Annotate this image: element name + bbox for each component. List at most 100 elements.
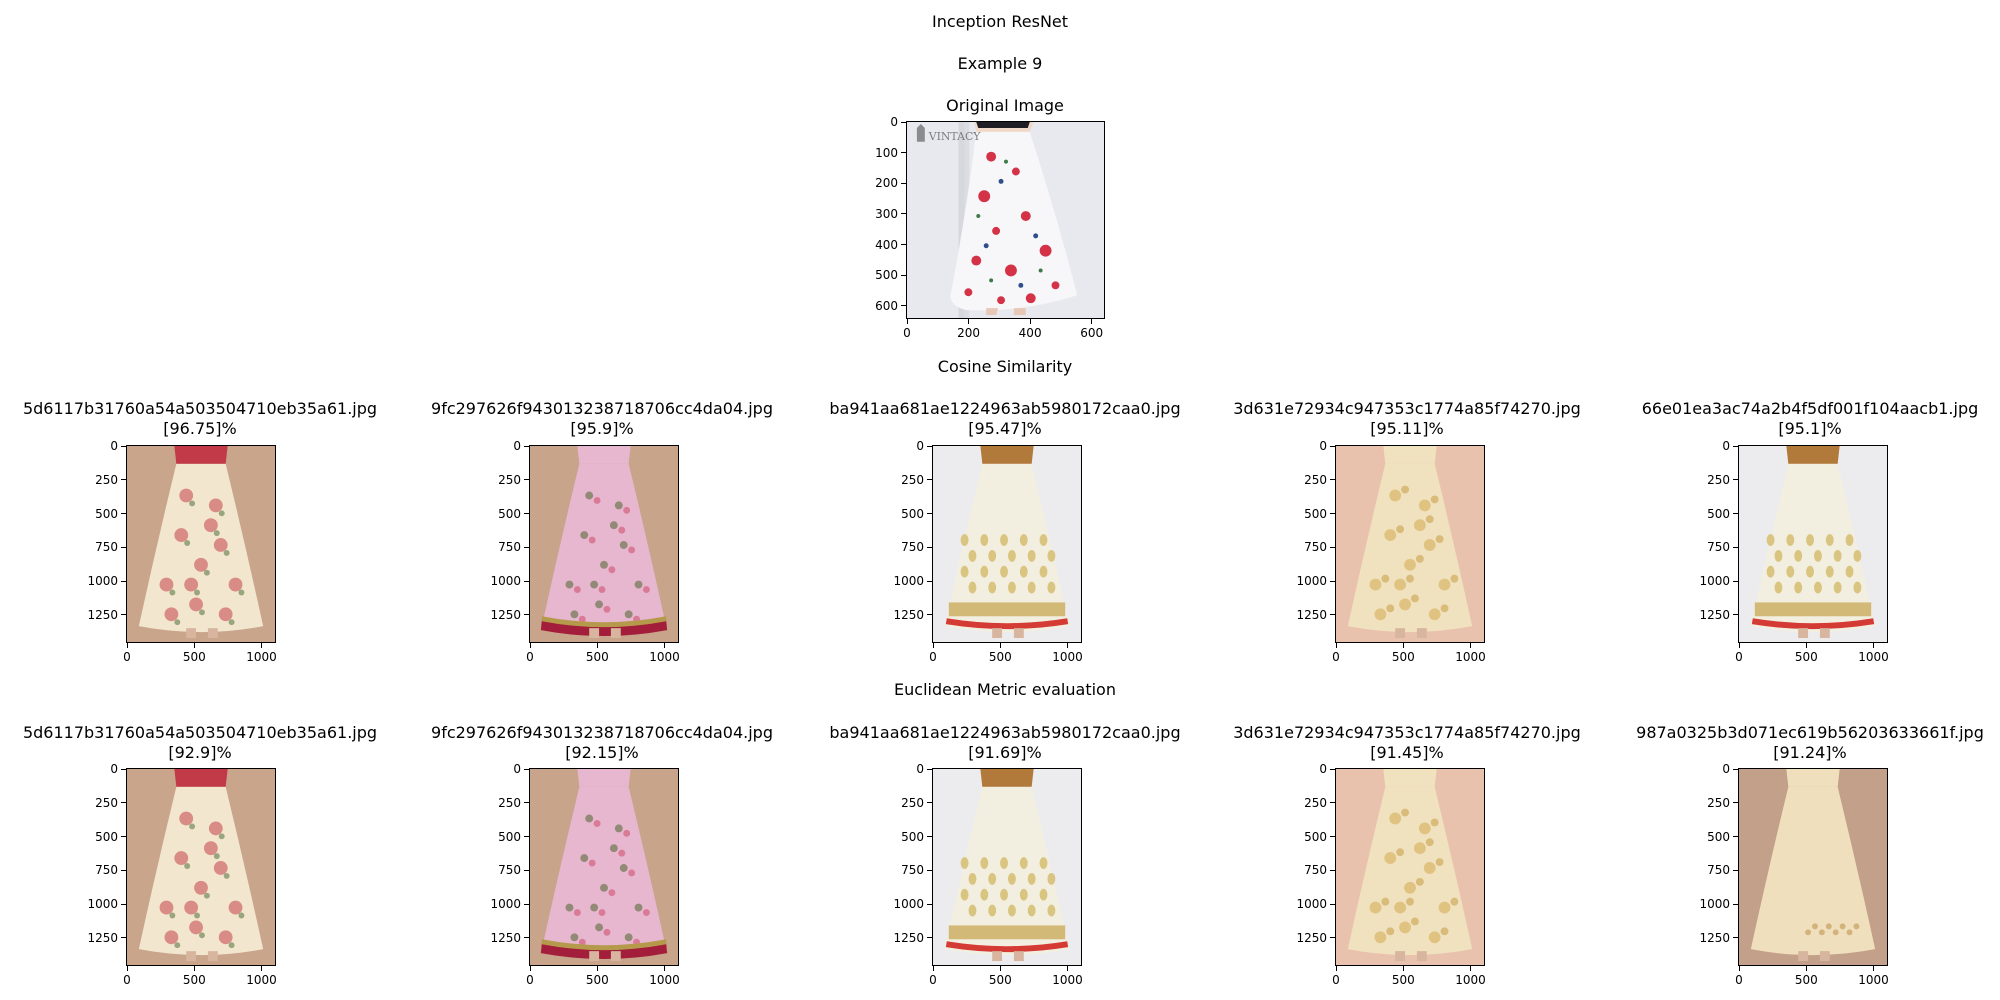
euclidean-result-y-tick-mark (121, 903, 126, 905)
cosine-result-y-tick-mark (1733, 580, 1738, 582)
original-x-tick-label: 600 (1080, 326, 1104, 340)
euclidean-result-y-tick-label: 0 (513, 762, 521, 776)
euclidean-result-x-tick-mark (193, 966, 195, 971)
euclidean-result-y-tick-label: 0 (916, 762, 924, 776)
cosine-result-x-tick-mark (596, 643, 598, 648)
euclidean-result-y-tick-label: 750 (498, 863, 521, 878)
cosine-result-y-tick-label: 0 (1722, 439, 1730, 453)
euclidean-result-x-tick-mark (1873, 966, 1875, 971)
euclidean-result-x-tick-label: 0 (929, 973, 937, 987)
original-skirt-image: VINTACY (907, 122, 1104, 318)
cosine-result-y-tick-label: 500 (498, 506, 521, 521)
original-x-tick-label: 400 (1018, 326, 1042, 340)
euclidean-result-x-tick-mark (1067, 966, 1069, 971)
euclidean-result-x-tick-label: 0 (1735, 973, 1743, 987)
figure-subtitle: Example 9 (957, 54, 1043, 73)
cosine-result-y-tick-mark (121, 614, 126, 616)
cosine-result-x-tick-mark (1067, 643, 1069, 648)
original-image-title: Original Image (946, 96, 1064, 115)
result-score: [91.24]% (1773, 743, 1847, 762)
cosine-result-y-tick-mark (927, 445, 932, 447)
cosine-result-y-tick-label: 250 (1707, 472, 1730, 487)
euclidean-result-y-tick-label: 500 (1707, 829, 1730, 844)
euclidean-result-x-tick-label: 500 (1391, 973, 1415, 987)
result-skirt-image (933, 446, 1081, 642)
euclidean-result-y-tick-mark (121, 937, 126, 939)
cosine-result-y-tick-label: 250 (498, 472, 521, 487)
cosine-result-y-tick-mark (524, 479, 529, 481)
result-score: [96.75]% (163, 419, 237, 438)
original-y-tick-label: 0 (890, 115, 898, 129)
cosine-result-x-tick-label: 1000 (649, 650, 680, 664)
euclidean-result-axes (529, 768, 679, 966)
euclidean-result-caption: 3d631e72934c947353c1774a85f74270.jpg [91.… (1207, 723, 1607, 763)
euclidean-result-y-tick-mark (524, 802, 529, 804)
euclidean-result-x-tick-mark (1805, 966, 1807, 971)
cosine-result-y-tick-mark (1330, 546, 1335, 548)
original-x-tick-mark (906, 319, 908, 324)
cosine-result-y-tick-mark (121, 445, 126, 447)
cosine-result-y-tick-mark (1330, 479, 1335, 481)
euclidean-result-y-tick-mark (524, 836, 529, 838)
cosine-result-caption: 9fc297626f943013238718706cc4da04.jpg [95.… (402, 399, 802, 439)
cosine-result-y-tick-mark (524, 513, 529, 515)
original-y-tick-label: 600 (875, 298, 898, 313)
result-filename: 987a0325b3d071ec619b56203633661f.jpg (1636, 723, 1984, 742)
cosine-result-x-tick-label: 1000 (246, 650, 277, 664)
cosine-result-caption: ba941aa681ae1224963ab5980172caa0.jpg [95.… (805, 399, 1205, 439)
cosine-result-x-tick-label: 0 (526, 650, 534, 664)
euclidean-result-y-tick-label: 750 (901, 863, 924, 878)
euclidean-result-x-tick-mark (932, 966, 934, 971)
euclidean-result-y-tick-label: 1250 (87, 930, 118, 945)
euclidean-result-y-tick-mark (1330, 937, 1335, 939)
euclidean-result-y-tick-mark (1733, 903, 1738, 905)
result-filename: ba941aa681ae1224963ab5980172caa0.jpg (829, 723, 1181, 742)
euclidean-result-x-tick-label: 0 (526, 973, 534, 987)
euclidean-result-axes (126, 768, 276, 966)
cosine-result-x-tick-mark (999, 643, 1001, 648)
original-y-tick-label: 400 (875, 237, 898, 252)
result-skirt-image (1336, 446, 1484, 642)
euclidean-result-x-tick-label: 0 (123, 973, 131, 987)
euclidean-result-y-tick-label: 500 (95, 829, 118, 844)
euclidean-result-y-tick-label: 750 (95, 863, 118, 878)
euclidean-result-y-tick-mark (1733, 869, 1738, 871)
cosine-result-x-tick-mark (1805, 643, 1807, 648)
cosine-result-y-tick-mark (1330, 445, 1335, 447)
cosine-result-axes (529, 445, 679, 643)
euclidean-result-y-tick-mark (524, 869, 529, 871)
result-filename: ba941aa681ae1224963ab5980172caa0.jpg (829, 399, 1181, 418)
cosine-result-x-tick-mark (1738, 643, 1740, 648)
result-skirt-image (1336, 769, 1484, 965)
cosine-result-x-tick-label: 1000 (1052, 650, 1083, 664)
euclidean-result-y-tick-mark (1733, 937, 1738, 939)
original-y-tick-mark (901, 274, 906, 276)
euclidean-result-y-tick-label: 500 (901, 829, 924, 844)
euclidean-result-caption: 987a0325b3d071ec619b56203633661f.jpg [91.… (1610, 723, 2000, 763)
cosine-result-y-tick-label: 0 (916, 439, 924, 453)
original-y-tick-mark (901, 182, 906, 184)
euclidean-result-x-tick-mark (1402, 966, 1404, 971)
euclidean-result-y-tick-mark (121, 869, 126, 871)
euclidean-result-y-tick-label: 1000 (893, 897, 924, 912)
original-y-tick-label: 200 (875, 176, 898, 191)
cosine-result-y-tick-label: 1000 (893, 574, 924, 589)
result-score: [95.1]% (1778, 419, 1842, 438)
cosine-result-y-tick-label: 750 (95, 540, 118, 555)
result-filename: 5d6117b31760a54a503504710eb35a61.jpg (22, 723, 378, 742)
result-filename: 66e01ea3ac74a2b4f5df001f104aacb1.jpg (1641, 399, 1979, 418)
euclidean-result-y-tick-mark (524, 903, 529, 905)
floral-print (964, 151, 1060, 305)
original-x-tick-mark (1029, 319, 1031, 324)
euclidean-result-x-tick-mark (1335, 966, 1337, 971)
euclidean-result-y-tick-mark (1330, 768, 1335, 770)
cosine-result-y-tick-label: 1250 (1699, 607, 1730, 622)
euclidean-result-y-tick-mark (1733, 836, 1738, 838)
original-x-tick-mark (1091, 319, 1093, 324)
cosine-result-y-tick-mark (524, 614, 529, 616)
cosine-result-y-tick-label: 750 (1304, 540, 1327, 555)
result-filename: 5d6117b31760a54a503504710eb35a61.jpg (22, 399, 378, 418)
cosine-result-x-tick-mark (193, 643, 195, 648)
cosine-result-y-tick-label: 0 (110, 439, 118, 453)
euclidean-result-x-tick-label: 500 (585, 973, 609, 987)
